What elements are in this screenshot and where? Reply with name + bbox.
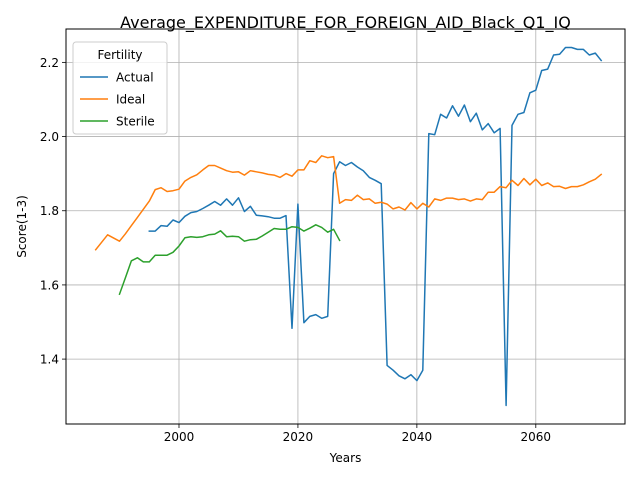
x-axis-label: Years [329, 451, 362, 465]
series-line-sterile [118, 224, 341, 296]
legend-label-sterile: Sterile [116, 115, 155, 129]
legend-box [72, 41, 168, 135]
y-tick-label: 1.8 [40, 204, 59, 218]
y-tick-label: 2.2 [40, 56, 59, 70]
y-axis-label: Score(1-3) [15, 195, 29, 258]
legend-entry-ideal: Ideal [80, 93, 145, 107]
grid-lines [66, 29, 625, 424]
series-lines [94, 46, 603, 407]
y-tick-label: 1.6 [40, 278, 59, 292]
series-line-ideal [94, 155, 603, 251]
legend-entry-actual: Actual [80, 71, 154, 85]
x-tick-label: 2060 [521, 430, 552, 444]
y-tick-label: 1.4 [40, 353, 59, 367]
legend-label-ideal: Ideal [116, 93, 145, 107]
axis-ticks: 2000 2020 2040 2060 1.4 1.6 1.8 2.0 2.2 [40, 56, 551, 444]
legend: Fertility Actual Ideal Sterile [72, 41, 168, 135]
x-tick-label: 2020 [283, 430, 314, 444]
chart-title: Average_EXPENDITURE_FOR_FOREIGN_AID_Blac… [120, 13, 571, 33]
x-tick-label: 2000 [164, 430, 195, 444]
legend-title: Fertility [97, 48, 142, 62]
legend-label-actual: Actual [116, 71, 154, 85]
x-tick-label: 2040 [402, 430, 433, 444]
legend-entry-sterile: Sterile [80, 115, 155, 129]
y-tick-label: 2.0 [40, 130, 59, 144]
series-line-actual [148, 46, 603, 407]
plot-area-frame [65, 28, 626, 425]
